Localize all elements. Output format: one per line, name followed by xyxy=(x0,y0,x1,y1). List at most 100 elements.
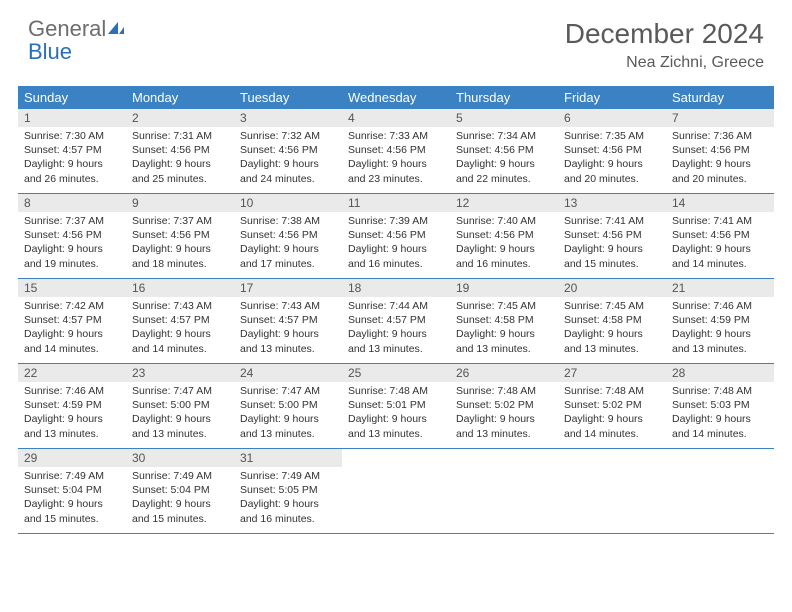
day-number: 20 xyxy=(558,279,666,297)
sunset-text: Sunset: 4:56 PM xyxy=(564,228,660,242)
calendar-week-row: 15Sunrise: 7:42 AMSunset: 4:57 PMDayligh… xyxy=(18,279,774,364)
sunrise-text: Sunrise: 7:46 AM xyxy=(24,384,120,398)
logo-word-blue: Blue xyxy=(28,39,72,64)
day-number: 30 xyxy=(126,449,234,467)
daylight-line2: and 14 minutes. xyxy=(672,257,768,271)
day-number: 14 xyxy=(666,194,774,212)
logo: General Blue xyxy=(28,18,126,64)
daylight-line2: and 16 minutes. xyxy=(348,257,444,271)
day-number: 9 xyxy=(126,194,234,212)
daylight-line1: Daylight: 9 hours xyxy=(132,242,228,256)
sunset-text: Sunset: 5:02 PM xyxy=(564,398,660,412)
calendar-week-row: 22Sunrise: 7:46 AMSunset: 4:59 PMDayligh… xyxy=(18,364,774,449)
calendar-week-row: 29Sunrise: 7:49 AMSunset: 5:04 PMDayligh… xyxy=(18,449,774,534)
sunset-text: Sunset: 4:56 PM xyxy=(132,143,228,157)
logo-word-general: General xyxy=(28,16,106,41)
daylight-line1: Daylight: 9 hours xyxy=(672,242,768,256)
daylight-line1: Daylight: 9 hours xyxy=(132,327,228,341)
sunrise-text: Sunrise: 7:32 AM xyxy=(240,129,336,143)
day-number: 21 xyxy=(666,279,774,297)
day-details: Sunrise: 7:48 AMSunset: 5:02 PMDaylight:… xyxy=(558,382,666,445)
day-number: 7 xyxy=(666,109,774,127)
sunset-text: Sunset: 4:56 PM xyxy=(672,143,768,157)
day-number: 8 xyxy=(18,194,126,212)
calendar-day-cell: 29Sunrise: 7:49 AMSunset: 5:04 PMDayligh… xyxy=(18,449,126,533)
calendar-day-cell: 4Sunrise: 7:33 AMSunset: 4:56 PMDaylight… xyxy=(342,109,450,193)
weekday-header: Sunday xyxy=(18,86,126,109)
day-details: Sunrise: 7:48 AMSunset: 5:02 PMDaylight:… xyxy=(450,382,558,445)
daylight-line2: and 14 minutes. xyxy=(564,427,660,441)
calendar-day-cell xyxy=(342,449,450,533)
sunset-text: Sunset: 4:58 PM xyxy=(456,313,552,327)
day-details: Sunrise: 7:42 AMSunset: 4:57 PMDaylight:… xyxy=(18,297,126,360)
sunrise-text: Sunrise: 7:49 AM xyxy=(24,469,120,483)
calendar-day-cell: 12Sunrise: 7:40 AMSunset: 4:56 PMDayligh… xyxy=(450,194,558,278)
title-block: December 2024 Nea Zichni, Greece xyxy=(565,18,764,72)
daylight-line1: Daylight: 9 hours xyxy=(672,157,768,171)
daylight-line2: and 16 minutes. xyxy=(240,512,336,526)
calendar-day-cell: 17Sunrise: 7:43 AMSunset: 4:57 PMDayligh… xyxy=(234,279,342,363)
daylight-line2: and 15 minutes. xyxy=(132,512,228,526)
calendar-day-cell: 30Sunrise: 7:49 AMSunset: 5:04 PMDayligh… xyxy=(126,449,234,533)
daylight-line1: Daylight: 9 hours xyxy=(24,412,120,426)
day-details: Sunrise: 7:34 AMSunset: 4:56 PMDaylight:… xyxy=(450,127,558,190)
daylight-line1: Daylight: 9 hours xyxy=(564,242,660,256)
calendar-day-cell xyxy=(666,449,774,533)
calendar-week-row: 8Sunrise: 7:37 AMSunset: 4:56 PMDaylight… xyxy=(18,194,774,279)
sunrise-text: Sunrise: 7:30 AM xyxy=(24,129,120,143)
sunset-text: Sunset: 5:04 PM xyxy=(24,483,120,497)
day-details: Sunrise: 7:49 AMSunset: 5:04 PMDaylight:… xyxy=(18,467,126,530)
day-details: Sunrise: 7:47 AMSunset: 5:00 PMDaylight:… xyxy=(126,382,234,445)
sunset-text: Sunset: 4:57 PM xyxy=(24,143,120,157)
calendar-day-cell: 2Sunrise: 7:31 AMSunset: 4:56 PMDaylight… xyxy=(126,109,234,193)
day-details: Sunrise: 7:35 AMSunset: 4:56 PMDaylight:… xyxy=(558,127,666,190)
sunset-text: Sunset: 4:57 PM xyxy=(348,313,444,327)
calendar-day-cell: 19Sunrise: 7:45 AMSunset: 4:58 PMDayligh… xyxy=(450,279,558,363)
calendar-day-cell: 16Sunrise: 7:43 AMSunset: 4:57 PMDayligh… xyxy=(126,279,234,363)
sunrise-text: Sunrise: 7:43 AM xyxy=(132,299,228,313)
sunrise-text: Sunrise: 7:45 AM xyxy=(564,299,660,313)
calendar-day-cell: 5Sunrise: 7:34 AMSunset: 4:56 PMDaylight… xyxy=(450,109,558,193)
sunrise-text: Sunrise: 7:35 AM xyxy=(564,129,660,143)
day-number: 15 xyxy=(18,279,126,297)
day-details: Sunrise: 7:39 AMSunset: 4:56 PMDaylight:… xyxy=(342,212,450,275)
calendar-day-cell: 11Sunrise: 7:39 AMSunset: 4:56 PMDayligh… xyxy=(342,194,450,278)
daylight-line2: and 18 minutes. xyxy=(132,257,228,271)
day-number: 3 xyxy=(234,109,342,127)
calendar-day-cell: 14Sunrise: 7:41 AMSunset: 4:56 PMDayligh… xyxy=(666,194,774,278)
day-details: Sunrise: 7:36 AMSunset: 4:56 PMDaylight:… xyxy=(666,127,774,190)
day-details: Sunrise: 7:46 AMSunset: 4:59 PMDaylight:… xyxy=(666,297,774,360)
calendar-day-cell: 24Sunrise: 7:47 AMSunset: 5:00 PMDayligh… xyxy=(234,364,342,448)
sunrise-text: Sunrise: 7:43 AM xyxy=(240,299,336,313)
daylight-line2: and 13 minutes. xyxy=(132,427,228,441)
day-details: Sunrise: 7:49 AMSunset: 5:05 PMDaylight:… xyxy=(234,467,342,530)
location-label: Nea Zichni, Greece xyxy=(565,54,764,72)
calendar-day-cell: 13Sunrise: 7:41 AMSunset: 4:56 PMDayligh… xyxy=(558,194,666,278)
calendar-day-cell: 22Sunrise: 7:46 AMSunset: 4:59 PMDayligh… xyxy=(18,364,126,448)
daylight-line2: and 13 minutes. xyxy=(348,427,444,441)
day-number: 19 xyxy=(450,279,558,297)
calendar-day-cell: 7Sunrise: 7:36 AMSunset: 4:56 PMDaylight… xyxy=(666,109,774,193)
sunset-text: Sunset: 5:04 PM xyxy=(132,483,228,497)
sunset-text: Sunset: 4:56 PM xyxy=(564,143,660,157)
daylight-line2: and 13 minutes. xyxy=(456,342,552,356)
day-number: 10 xyxy=(234,194,342,212)
day-number: 22 xyxy=(18,364,126,382)
calendar-day-cell: 9Sunrise: 7:37 AMSunset: 4:56 PMDaylight… xyxy=(126,194,234,278)
sunrise-text: Sunrise: 7:48 AM xyxy=(564,384,660,398)
calendar-day-cell: 20Sunrise: 7:45 AMSunset: 4:58 PMDayligh… xyxy=(558,279,666,363)
day-number: 27 xyxy=(558,364,666,382)
sunrise-text: Sunrise: 7:48 AM xyxy=(672,384,768,398)
day-details: Sunrise: 7:37 AMSunset: 4:56 PMDaylight:… xyxy=(18,212,126,275)
daylight-line1: Daylight: 9 hours xyxy=(456,412,552,426)
calendar-day-cell: 3Sunrise: 7:32 AMSunset: 4:56 PMDaylight… xyxy=(234,109,342,193)
sunrise-text: Sunrise: 7:36 AM xyxy=(672,129,768,143)
sunset-text: Sunset: 4:56 PM xyxy=(348,228,444,242)
daylight-line1: Daylight: 9 hours xyxy=(348,327,444,341)
day-details: Sunrise: 7:32 AMSunset: 4:56 PMDaylight:… xyxy=(234,127,342,190)
sunrise-text: Sunrise: 7:33 AM xyxy=(348,129,444,143)
sunrise-text: Sunrise: 7:34 AM xyxy=(456,129,552,143)
sunrise-text: Sunrise: 7:38 AM xyxy=(240,214,336,228)
calendar-day-cell: 31Sunrise: 7:49 AMSunset: 5:05 PMDayligh… xyxy=(234,449,342,533)
day-details: Sunrise: 7:38 AMSunset: 4:56 PMDaylight:… xyxy=(234,212,342,275)
